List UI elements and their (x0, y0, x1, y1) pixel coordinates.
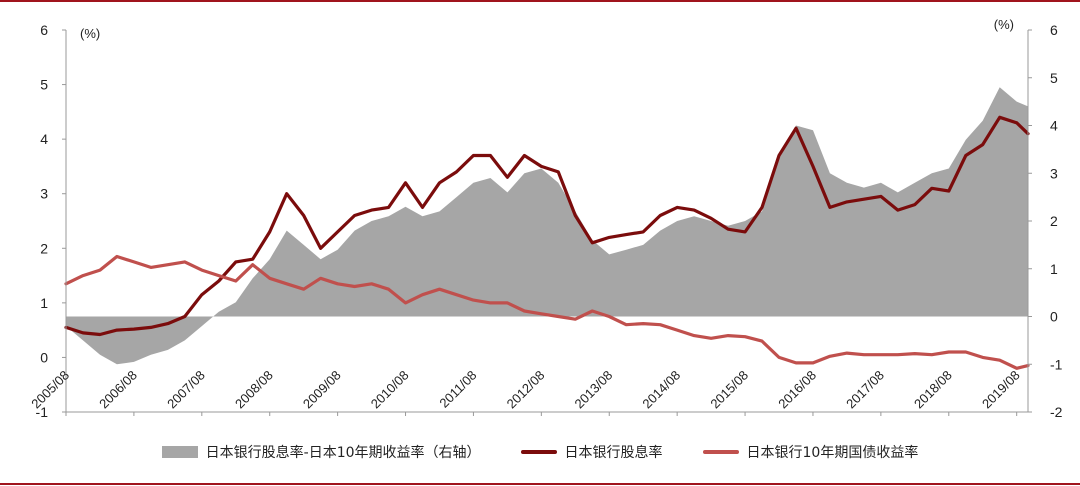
right-tick-label: 1 (1050, 261, 1058, 277)
right-tick-label: -1 (1050, 356, 1063, 372)
right-tick-label: 6 (1050, 22, 1058, 38)
plot-area (64, 87, 1030, 370)
x-tick-label: 2011/08 (436, 368, 479, 411)
x-tick-label: 2017/08 (843, 368, 887, 412)
left-tick-label: -1 (36, 404, 49, 420)
left-tick-label: 3 (40, 186, 48, 202)
legend-label-spread: 日本银行股息率-日本10年期收益率（右轴） (205, 445, 481, 461)
x-tick-label: 2015/08 (707, 368, 751, 412)
right-tick-label: 4 (1050, 118, 1058, 134)
right-tick-label: 0 (1050, 309, 1058, 325)
legend-label-bond-yield: 日本银行10年期国债收益率 (746, 445, 919, 461)
left-tick-label: 4 (40, 131, 48, 147)
x-tick-label: 2007/08 (164, 368, 208, 412)
legend-swatch-bond-yield (702, 450, 739, 454)
left-tick-label: 5 (40, 77, 48, 93)
right-tick-label: 5 (1050, 70, 1058, 86)
legend-item-bond-yield: 日本银行10年期国债收益率 (702, 442, 919, 462)
right-tick-label: 2 (1050, 213, 1058, 229)
right-tick-label: -2 (1050, 404, 1063, 420)
x-tick-label: 2014/08 (639, 368, 683, 412)
legend: 日本银行股息率-日本10年期收益率（右轴） 日本银行股息率 日本银行10年期国债… (0, 438, 1080, 466)
left-tick-label: 6 (40, 22, 48, 38)
x-tick-label: 2010/08 (368, 368, 412, 412)
x-tick-label: 2012/08 (504, 368, 548, 412)
x-tick-label: 2008/08 (232, 368, 276, 412)
right-axis-unit: (%) (994, 17, 1014, 32)
left-tick-label: 1 (40, 295, 48, 311)
x-tick-label: 2006/08 (96, 368, 140, 412)
x-tick-label: 2019/08 (979, 368, 1023, 412)
legend-item-spread: 日本银行股息率-日本10年期收益率（右轴） (161, 442, 481, 462)
x-tick-label: 2018/08 (911, 368, 955, 412)
left-axis-unit: (%) (80, 26, 100, 41)
legend-label-dividend-yield: 日本银行股息率 (564, 445, 663, 461)
legend-item-dividend-yield: 日本银行股息率 (520, 442, 663, 462)
right-tick-label: 3 (1050, 165, 1058, 181)
x-tick-label: 2013/08 (572, 368, 616, 412)
x-tick-label: 2016/08 (775, 368, 819, 412)
series-line-bond-yield (64, 254, 1030, 370)
left-tick-label: 2 (40, 240, 48, 256)
series-area-spread (66, 87, 1028, 365)
left-tick-label: 0 (40, 349, 48, 365)
series-line-dividend-yield (64, 115, 1030, 337)
legend-swatch-dividend-yield (520, 450, 557, 454)
x-tick-label: 2009/08 (300, 368, 344, 412)
legend-swatch-spread (161, 446, 198, 458)
